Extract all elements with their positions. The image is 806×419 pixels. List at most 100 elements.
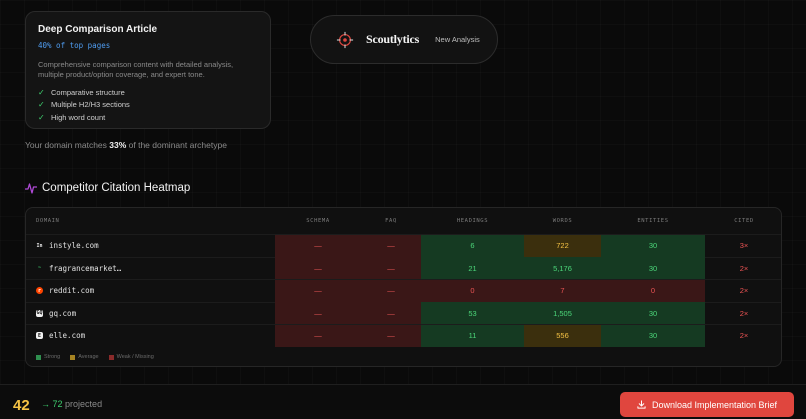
match-suffix: of the dominant archetype: [126, 140, 227, 150]
column-header-cited: CITED: [734, 218, 754, 224]
legend-swatch: [70, 354, 76, 360]
favicon-icon: ~: [37, 265, 41, 272]
legend-item-average: Average: [70, 354, 99, 360]
download-icon: [637, 400, 646, 409]
projected-label: projected: [65, 399, 103, 409]
domain-label: fragrancemarket…: [49, 263, 122, 273]
trait-label: Multiple H2/H3 sections: [51, 100, 130, 110]
domain-cell: r reddit.com: [26, 280, 275, 303]
headings-cell: 11: [421, 324, 524, 347]
headings-cell: 53: [421, 302, 524, 325]
check-icon: ✓: [38, 87, 45, 97]
schema-cell: —: [275, 324, 361, 347]
archetype-traits: ✓ Comparative structure ✓ Multiple H2/H3 s…: [38, 86, 258, 124]
faq-cell: —: [361, 302, 421, 325]
domain-label: reddit.com: [49, 286, 95, 296]
download-brief-label: Download Implementation Brief: [651, 399, 778, 410]
domain-cell: In instyle.com: [26, 235, 275, 258]
schema-cell: —: [275, 234, 361, 257]
projected-value: 72: [52, 399, 63, 409]
favicon-icon: r: [36, 287, 43, 295]
legend-swatch: [108, 354, 114, 360]
headings-cell: 0: [421, 279, 524, 302]
entities-cell: 30: [601, 302, 705, 325]
words-cell: 7: [524, 279, 601, 302]
cited-cell: 3×: [739, 241, 749, 251]
heatmap-title: Competitor Citation Heatmap: [42, 182, 191, 194]
domain-label: gq.com: [49, 308, 77, 318]
schema-cell: —: [275, 257, 361, 280]
arrow-right-icon: →: [41, 399, 50, 409]
table-row[interactable]: In instyle.com — —6 722 30 3×: [26, 234, 781, 258]
favicon-icon: GQ: [36, 309, 43, 317]
legend-item-strong: Strong: [36, 354, 60, 360]
cited-cell: 2×: [739, 308, 749, 318]
archetype-card: Deep Comparison Article 40% of top pages…: [25, 11, 271, 129]
faq-cell: —: [361, 234, 421, 257]
archetype-description: Comprehensive comparison content with de…: [38, 60, 234, 79]
favicon-icon: In: [36, 242, 43, 249]
current-score: 42: [13, 397, 30, 414]
cited-cell: 2×: [739, 263, 749, 273]
faq-cell: —: [361, 257, 421, 280]
legend-label: Weak / Missing: [116, 354, 154, 360]
words-cell: 556: [524, 324, 601, 347]
entities-cell: 30: [601, 234, 705, 257]
entities-cell: 30: [601, 257, 705, 280]
schema-cell: —: [275, 279, 361, 302]
favicon-icon: E: [36, 332, 43, 340]
table-row[interactable]: GQ gq.com — —53 1,505 30 2×: [26, 302, 781, 325]
domain-label: instyle.com: [49, 241, 99, 251]
domain-label: elle.com: [49, 331, 86, 341]
archetype-title: Deep Comparison Article: [38, 24, 158, 35]
heatmap-table: DOMAIN SCHEMA FAQ HEADINGS WORDS ENTITIE…: [25, 207, 782, 367]
trait-label: High word count: [51, 112, 106, 122]
table-row[interactable]: r reddit.com — —0 7 0 2×: [26, 279, 781, 303]
headings-cell: 6: [421, 234, 524, 257]
match-prefix: Your domain matches: [25, 140, 110, 150]
trait-item: ✓ Multiple H2/H3 sections: [38, 99, 258, 112]
heatmap-legend: Strong Average Weak / Missing: [36, 354, 164, 360]
table-row[interactable]: ~ fragrancemarket… — —21 5,176 30 2×: [26, 257, 781, 280]
legend-swatch: [36, 354, 41, 360]
activity-pulse-icon: [25, 183, 37, 194]
target-crosshair-icon: [336, 31, 354, 48]
trait-label: Comparative structure: [51, 87, 125, 97]
domain-cell: GQ gq.com: [26, 302, 275, 325]
domain-cell: ~ fragrancemarket…: [26, 257, 275, 280]
words-cell: 5,176: [524, 257, 601, 280]
trait-item: ✓ Comparative structure: [38, 86, 258, 99]
match-value: 33%: [109, 140, 127, 150]
legend-label: Strong: [44, 354, 61, 360]
brand-name: Scoutlytics: [366, 32, 420, 46]
legend-label: Average: [78, 354, 99, 360]
column-header-domain: DOMAIN: [36, 218, 60, 224]
schema-cell: —: [275, 302, 361, 325]
brand-pill: Scoutlytics New Analysis: [310, 15, 498, 64]
words-cell: 1,505: [524, 302, 601, 325]
heatmap-header-row: DOMAIN SCHEMA FAQ HEADINGS WORDS ENTITIE…: [26, 208, 781, 234]
cited-cell: 2×: [739, 286, 749, 296]
new-analysis-button[interactable]: New Analysis: [435, 35, 480, 44]
projected-score: → 72 projected: [41, 399, 102, 409]
column-header-words: WORDS: [552, 218, 573, 224]
check-icon: ✓: [38, 100, 45, 110]
headings-cell: 21: [421, 257, 524, 280]
trait-item: ✓ High word count: [38, 111, 258, 124]
column-header-entities: ENTITIES: [637, 218, 669, 224]
heatmap-heading: Competitor Citation Heatmap: [25, 182, 190, 194]
cited-cell: 2×: [739, 331, 749, 341]
legend-item-weak: Weak / Missing: [108, 354, 154, 360]
check-icon: ✓: [38, 112, 45, 122]
column-header-schema: SCHEMA: [306, 218, 330, 224]
column-header-headings: HEADINGS: [456, 218, 489, 224]
domain-match-text: Your domain matches 33% of the dominant …: [25, 140, 227, 150]
entities-cell: 0: [601, 279, 705, 302]
words-cell: 722: [524, 234, 601, 257]
column-header-faq: FAQ: [385, 218, 397, 224]
faq-cell: —: [361, 279, 421, 302]
download-brief-button[interactable]: Download Implementation Brief: [620, 392, 794, 417]
entities-cell: 30: [601, 324, 705, 347]
archetype-share: 40% of top pages: [38, 41, 111, 50]
